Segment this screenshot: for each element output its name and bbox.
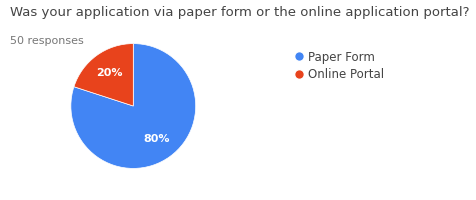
Text: Was your application via paper form or the online application portal?: Was your application via paper form or t… [10,6,469,19]
Text: 80%: 80% [144,134,170,144]
Legend: Paper Form, Online Portal: Paper Form, Online Portal [291,46,389,86]
Text: 20%: 20% [96,68,123,78]
Wedge shape [71,44,196,168]
Wedge shape [74,44,133,106]
Text: 50 responses: 50 responses [10,36,83,46]
